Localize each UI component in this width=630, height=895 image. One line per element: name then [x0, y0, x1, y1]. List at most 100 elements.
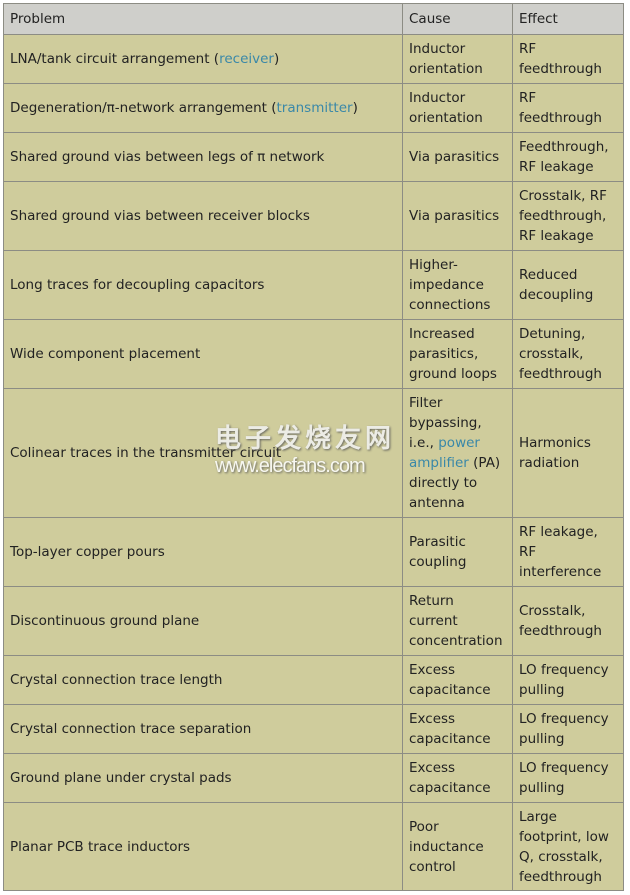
problem-cell: Crystal connection trace length: [3, 655, 403, 705]
rf-layout-problems-table: Problem Cause Effect LNA/tank circuit ar…: [3, 3, 624, 891]
problem-cell-text: Ground plane under crystal pads: [10, 770, 232, 786]
problem-cell: LNA/tank circuit arrangement (receiver): [3, 34, 403, 84]
table-row: Planar PCB trace inductors Poor inductanc…: [3, 802, 624, 891]
cause-cell-text: Poor inductance control: [409, 818, 484, 875]
problem-cell-text: Crystal connection trace separation: [10, 721, 252, 737]
header-cause: Cause: [402, 3, 513, 35]
cause-cell-text: Parasitic coupling: [409, 534, 467, 570]
table-row: Ground plane under crystal pads Excess ca…: [3, 753, 624, 803]
problem-cell-text-after: ): [273, 51, 280, 67]
problem-cell: Shared ground vias between receiver bloc…: [3, 181, 403, 251]
effect-cell: Detuning, crosstalk, feedthrough: [512, 319, 624, 389]
problem-cell-text: Long traces for decoupling capacitors: [10, 277, 265, 293]
cause-cell: Poor inductance control: [402, 802, 513, 891]
effect-cell: RF feedthrough: [512, 34, 624, 84]
problem-cell-text: Shared ground vias between legs of π net…: [10, 149, 325, 165]
table-row: Crystal connection trace separation Exces…: [3, 704, 624, 754]
cause-cell-text: Return current concentration: [409, 593, 503, 649]
problem-cell-text: Discontinuous ground plane: [10, 613, 200, 629]
effect-cell: LO frequency pulling: [512, 753, 624, 803]
table-row: Discontinuous ground plane Return current…: [3, 586, 624, 656]
effect-cell: Crosstalk, feedthrough: [512, 586, 624, 656]
cause-cell-link[interactable]: power amplifier: [409, 435, 480, 471]
problem-cell-text: Top-layer copper pours: [10, 544, 165, 560]
cause-cell: Via parasitics: [402, 181, 513, 251]
cause-cell-text: Excess capacitance: [409, 760, 491, 796]
effect-cell: LO frequency pulling: [512, 655, 624, 705]
table-row: Degeneration/π-network arrangement (tran…: [3, 83, 624, 133]
cause-cell: Return current concentration: [402, 586, 513, 656]
problem-cell: Ground plane under crystal pads: [3, 753, 403, 803]
cause-cell-text: Via parasitics: [409, 149, 500, 165]
header-effect: Effect: [512, 3, 624, 35]
problem-cell-link[interactable]: transmitter: [276, 100, 353, 116]
problem-cell-text-after: ): [352, 100, 358, 116]
problem-cell-text: Shared ground vias between receiver bloc…: [10, 208, 310, 224]
effect-cell-text: LO frequency pulling: [519, 662, 609, 698]
problem-cell-text: Degeneration/π-network arrangement (: [10, 100, 277, 116]
effect-cell-text: LO frequency pulling: [519, 711, 609, 747]
effect-cell-text: Crosstalk, RF feedthrough, RF leakage: [519, 188, 607, 244]
problem-cell-text: Colinear traces in the transmitter circu…: [10, 445, 282, 461]
effect-cell-text: Crosstalk, feedthrough: [519, 603, 602, 639]
effect-cell: Harmonics radiation: [512, 388, 624, 518]
cause-cell: Higher-impedance connections: [402, 250, 513, 320]
problem-cell-text: Crystal connection trace length: [10, 672, 223, 688]
problem-cell-text: Wide component placement: [10, 346, 201, 362]
cause-cell-text: Higher-impedance connections: [409, 257, 491, 313]
effect-cell-text: Large footprint, low Q, crosstalk, feedt…: [519, 808, 609, 885]
problem-cell: Colinear traces in the transmitter circu…: [3, 388, 403, 518]
cause-cell: Parasitic coupling: [402, 517, 513, 587]
problem-cell: Long traces for decoupling capacitors: [3, 250, 403, 320]
table-row: Crystal connection trace length Excess ca…: [3, 655, 624, 705]
cause-cell: Inductor orientation: [402, 34, 513, 84]
problem-cell: Wide component placement: [3, 319, 403, 389]
problem-cell-link[interactable]: receiver: [219, 51, 274, 67]
cause-cell: Filter bypassing, i.e., power amplifier …: [402, 388, 513, 518]
cause-cell-text: Excess capacitance: [409, 711, 491, 747]
cause-cell-text: Inductor orientation: [409, 41, 483, 77]
cause-cell: Increased parasitics, ground loops: [402, 319, 513, 389]
effect-cell: Feedthrough, RF leakage: [512, 132, 624, 182]
effect-cell-text: Harmonics radiation: [519, 435, 591, 471]
effect-cell-text: LO frequency pulling: [519, 760, 609, 796]
problem-cell: Planar PCB trace inductors: [3, 802, 403, 891]
problem-cell: Top-layer copper pours: [3, 517, 403, 587]
effect-cell: Reduced decoupling: [512, 250, 624, 320]
effect-cell-text: RF leakage, RF interference: [519, 524, 602, 580]
effect-cell: Crosstalk, RF feedthrough, RF leakage: [512, 181, 624, 251]
cause-cell-text: Excess capacitance: [409, 662, 491, 698]
effect-cell: RF feedthrough: [512, 83, 624, 133]
cause-cell-text: Via parasitics: [409, 208, 500, 224]
problem-cell: Shared ground vias between legs of π net…: [3, 132, 403, 182]
problem-cell: Crystal connection trace separation: [3, 704, 403, 754]
problem-cell: Discontinuous ground plane: [3, 586, 403, 656]
table-row: Top-layer copper pours Parasitic coupling…: [3, 517, 624, 587]
cause-cell: Excess capacitance: [402, 753, 513, 803]
cause-cell-text: Increased parasitics, ground loops: [409, 326, 497, 382]
cause-cell: Excess capacitance: [402, 655, 513, 705]
cause-cell: Excess capacitance: [402, 704, 513, 754]
cause-cell-text-after: (PA) directly to antenna: [409, 455, 501, 511]
effect-cell-text: Feedthrough, RF leakage: [519, 139, 609, 175]
effect-cell: Large footprint, low Q, crosstalk, feedt…: [512, 802, 624, 891]
problem-cell: Degeneration/π-network arrangement (tran…: [3, 83, 403, 133]
problem-cell-text: Planar PCB trace inductors: [10, 838, 191, 855]
effect-cell-text: RF feedthrough: [519, 41, 602, 77]
effect-cell-text: RF feedthrough: [519, 90, 602, 126]
cause-cell: Via parasitics: [402, 132, 513, 182]
problem-cell-text: LNA/tank circuit arrangement (: [10, 51, 220, 67]
table-row: Shared ground vias between receiver bloc…: [3, 181, 624, 251]
table-row: Colinear traces in the transmitter circu…: [3, 388, 624, 518]
effect-cell-text: Reduced decoupling: [519, 267, 594, 303]
cause-cell-text: Inductor orientation: [409, 90, 483, 126]
table-row: LNA/tank circuit arrangement (receiver) I…: [3, 34, 624, 84]
table-row: Wide component placement Increased parasi…: [3, 319, 624, 389]
header-problem: Problem: [3, 3, 403, 35]
header-row: Problem Cause Effect: [3, 3, 624, 35]
table-row: Shared ground vias between legs of π net…: [3, 132, 624, 182]
table-row: Long traces for decoupling capacitors Hig…: [3, 250, 624, 320]
cause-cell: Inductor orientation: [402, 83, 513, 133]
effect-cell: RF leakage, RF interference: [512, 517, 624, 587]
effect-cell-text: Detuning, crosstalk, feedthrough: [519, 326, 602, 382]
